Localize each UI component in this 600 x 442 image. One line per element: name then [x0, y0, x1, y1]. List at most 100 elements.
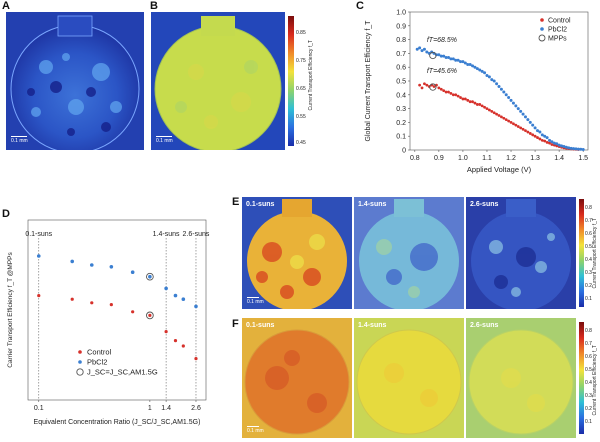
pbcl2-point	[531, 123, 535, 127]
x-tick-label: 1.1	[482, 155, 492, 162]
legend-label: PbCl2	[87, 358, 107, 367]
control-point	[521, 127, 525, 131]
control-point	[37, 294, 41, 298]
y-tick-label: 0.6	[396, 65, 406, 72]
control-point	[543, 139, 547, 143]
legend-label: Control	[548, 18, 571, 25]
mpp-marker	[429, 51, 437, 60]
panel-b-map-image	[151, 12, 285, 150]
legend-label: MPPs	[548, 36, 567, 43]
control-point	[423, 82, 426, 86]
panel-e-cb-tick: 0.4	[585, 257, 592, 263]
panel-f-map-1-image	[354, 318, 464, 438]
y-tick-label: 0.3	[396, 106, 406, 113]
panel-b-colorbar-title: Current Transport Efficiency f_T	[308, 40, 314, 111]
control-point	[545, 141, 549, 144]
panel-a-map: 0.1 mm	[6, 12, 144, 150]
panel-d-letter: D	[2, 208, 10, 220]
pbcl2-point	[511, 101, 515, 105]
pbcl2-point	[194, 304, 198, 309]
panel-b-cb-tick: 0.55	[296, 114, 306, 120]
pbcl2-point	[516, 107, 520, 111]
pbcl2-point	[473, 65, 477, 69]
reference-marker	[146, 272, 154, 281]
control-point	[164, 330, 168, 334]
pbcl2-point	[459, 60, 463, 64]
x-axis-label: Equivalent Concentration Ratio (J_SC/J_S…	[34, 419, 201, 426]
control-point	[449, 92, 453, 95]
pbcl2-point	[89, 263, 94, 267]
panel-e-cb-tick: 0.6	[585, 231, 592, 237]
control-point	[466, 98, 470, 102]
control-point	[512, 122, 515, 126]
panel-e-cb-tick: 0.5	[585, 244, 592, 250]
control-point	[148, 313, 152, 317]
pbcl2-point	[499, 87, 503, 91]
control-point	[500, 115, 503, 119]
pbcl2-point	[466, 62, 470, 66]
pbcl2-point	[148, 274, 152, 279]
pbcl2-point	[490, 78, 494, 82]
pbcl2-point	[181, 297, 186, 301]
legend-label: J_SC=J_SC,AM1.5G	[87, 368, 158, 377]
pbcl2-point	[548, 138, 552, 142]
panel-f-letter: F	[232, 318, 239, 330]
control-point	[538, 137, 542, 141]
panel-f-cb-tick: 0.3	[585, 393, 592, 399]
panel-b-cb-tick: 0.75	[296, 58, 306, 64]
pbcl2-point	[523, 115, 527, 119]
pbcl2-point	[425, 50, 429, 54]
control-point	[454, 93, 458, 97]
pbcl2-point	[557, 143, 561, 147]
pbcl2-point	[461, 60, 465, 64]
control-point	[447, 90, 450, 94]
x-tick-label: 1.0	[458, 155, 468, 162]
panel-f-scalebar	[247, 426, 259, 427]
control-point	[480, 104, 484, 108]
pbcl2-point	[519, 109, 523, 113]
pbcl2-point	[468, 62, 472, 66]
legend-marker	[78, 360, 82, 364]
panel-e-cb-tick: 0.8	[585, 205, 592, 211]
panel-e-cb-tick: 0.1	[585, 296, 592, 302]
panel-b-scalebar	[156, 136, 172, 137]
concentration-label: 0.1-suns	[25, 231, 52, 238]
pbcl2-point	[485, 73, 489, 77]
control-point	[548, 141, 551, 145]
pbcl2-point	[495, 82, 499, 86]
legend-marker	[538, 34, 546, 42]
panel-e-label-1: 1.4-suns	[358, 201, 387, 208]
pbcl2-point	[475, 67, 479, 71]
panel-a-scalebar	[11, 136, 27, 137]
y-tick-label: 0.4	[396, 92, 406, 99]
panel-f-cb-tick: 0.1	[585, 419, 592, 425]
annotation: fT=45.6%	[427, 68, 457, 75]
panel-e-map-1-image	[354, 197, 464, 309]
x-axis-label: Applied Voltage (V)	[467, 165, 532, 174]
pbcl2-point	[574, 147, 578, 151]
pbcl2-point	[130, 270, 135, 274]
panel-a-map-image	[6, 12, 144, 150]
pbcl2-point	[569, 146, 573, 150]
legend-label: PbCl2	[548, 27, 567, 34]
y-axis-label: Carrier Transport Efficiency f_T @MPPs	[7, 252, 14, 368]
panel-e-scale-label: 0.1 mm	[247, 299, 264, 305]
x-tick-label: 1.4	[161, 405, 171, 412]
pbcl2-point	[535, 129, 539, 133]
pbcl2-point	[550, 140, 554, 144]
x-tick-label: 1	[148, 405, 152, 412]
control-point	[439, 87, 443, 91]
panel-f-cb-tick: 0.7	[585, 341, 592, 347]
y-tick-label: 0.8	[396, 37, 406, 44]
pbcl2-point	[449, 57, 453, 61]
pbcl2-point	[456, 58, 460, 62]
panel-e-letter: E	[232, 196, 240, 208]
pbcl2-point	[164, 286, 168, 291]
pbcl2-point	[109, 265, 114, 269]
control-point	[533, 134, 537, 138]
control-point	[473, 101, 477, 105]
control-point	[181, 344, 185, 348]
y-tick-label: 1.0	[396, 10, 406, 17]
control-point	[70, 297, 74, 301]
panel-f-cb-tick: 0.8	[585, 328, 592, 334]
